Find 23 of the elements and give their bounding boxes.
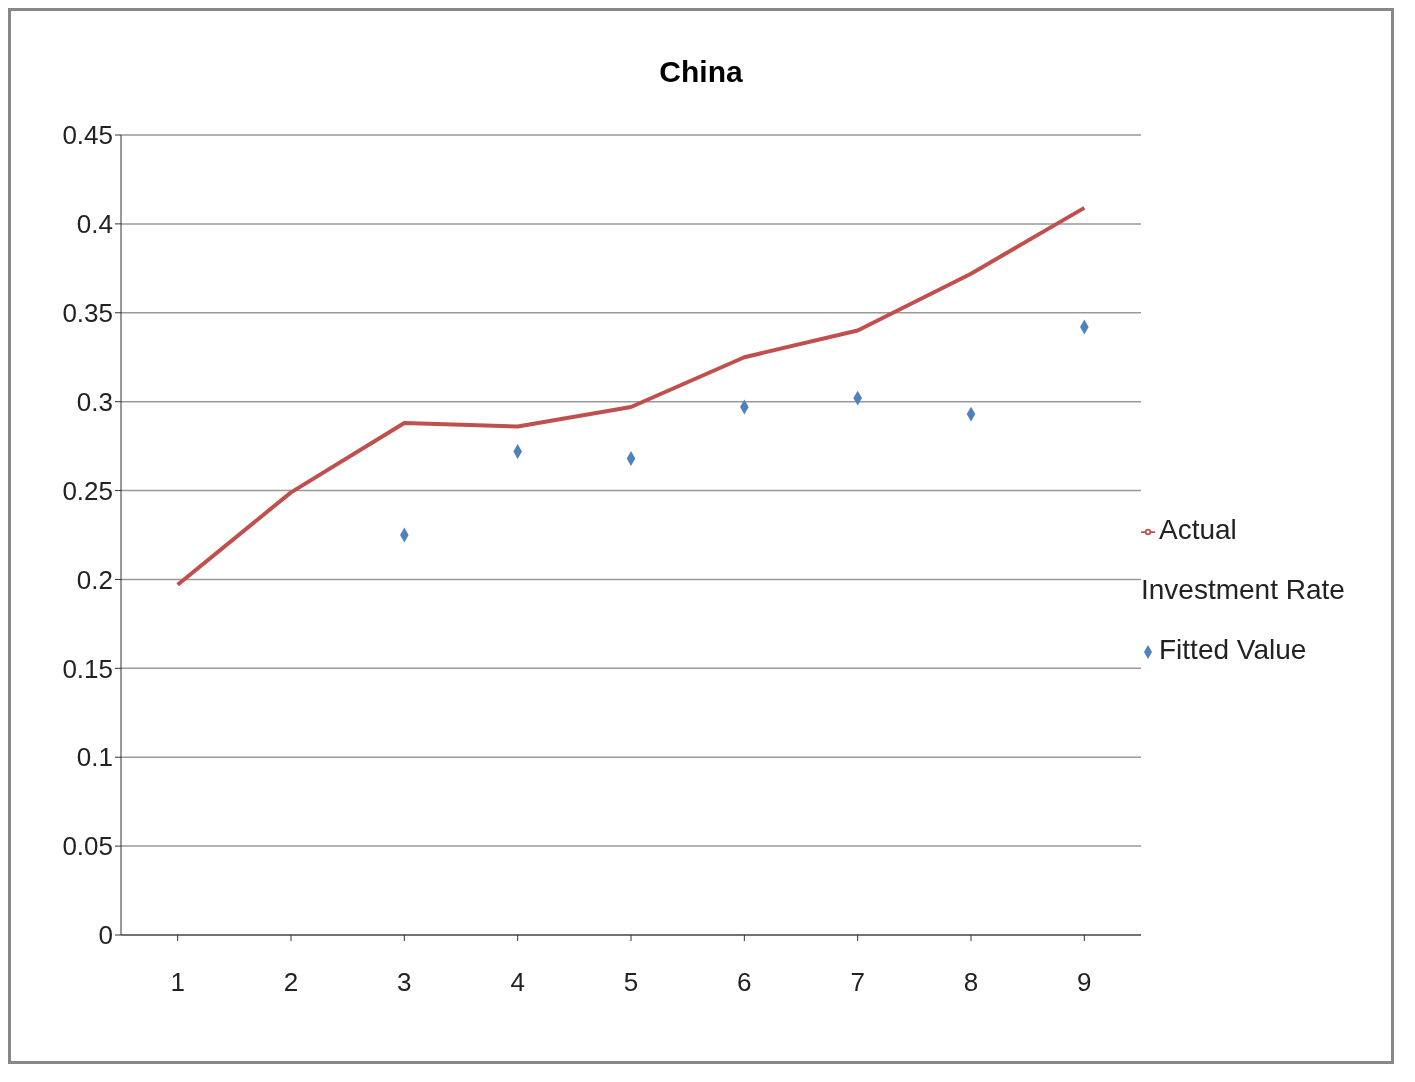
y-tick-label: 0.45 — [62, 120, 113, 151]
y-tick-label: 0.3 — [76, 386, 113, 417]
y-tick-label: 0.05 — [62, 831, 113, 862]
line-series — [175, 205, 1087, 587]
x-tick-label: 3 — [397, 967, 412, 998]
x-tick-label: 2 — [283, 967, 299, 998]
y-tick-label: 0.25 — [62, 475, 113, 506]
x-tick-label: 6 — [737, 967, 752, 998]
x-tick-label: 9 — [1077, 967, 1092, 998]
y-tick-label: 0 — [98, 920, 113, 951]
y-tick-label: 0.15 — [62, 653, 113, 684]
legend-label: Fitted Value — [1159, 634, 1307, 665]
y-tick-label: 0.2 — [76, 564, 113, 595]
legend-label: Actual Investment Rate — [1141, 514, 1345, 605]
y-tick-label: 0.35 — [62, 298, 113, 329]
chart-title: China — [658, 54, 744, 90]
y-tick-label: 0.4 — [76, 209, 113, 240]
x-tick-label: 5 — [623, 967, 639, 998]
x-tick-label: 7 — [850, 967, 865, 998]
x-tick-label: 4 — [510, 967, 525, 998]
x-tick-label: 8 — [963, 967, 979, 998]
x-tick-label: 1 — [170, 967, 185, 998]
y-tick-label: 0.1 — [76, 742, 113, 773]
